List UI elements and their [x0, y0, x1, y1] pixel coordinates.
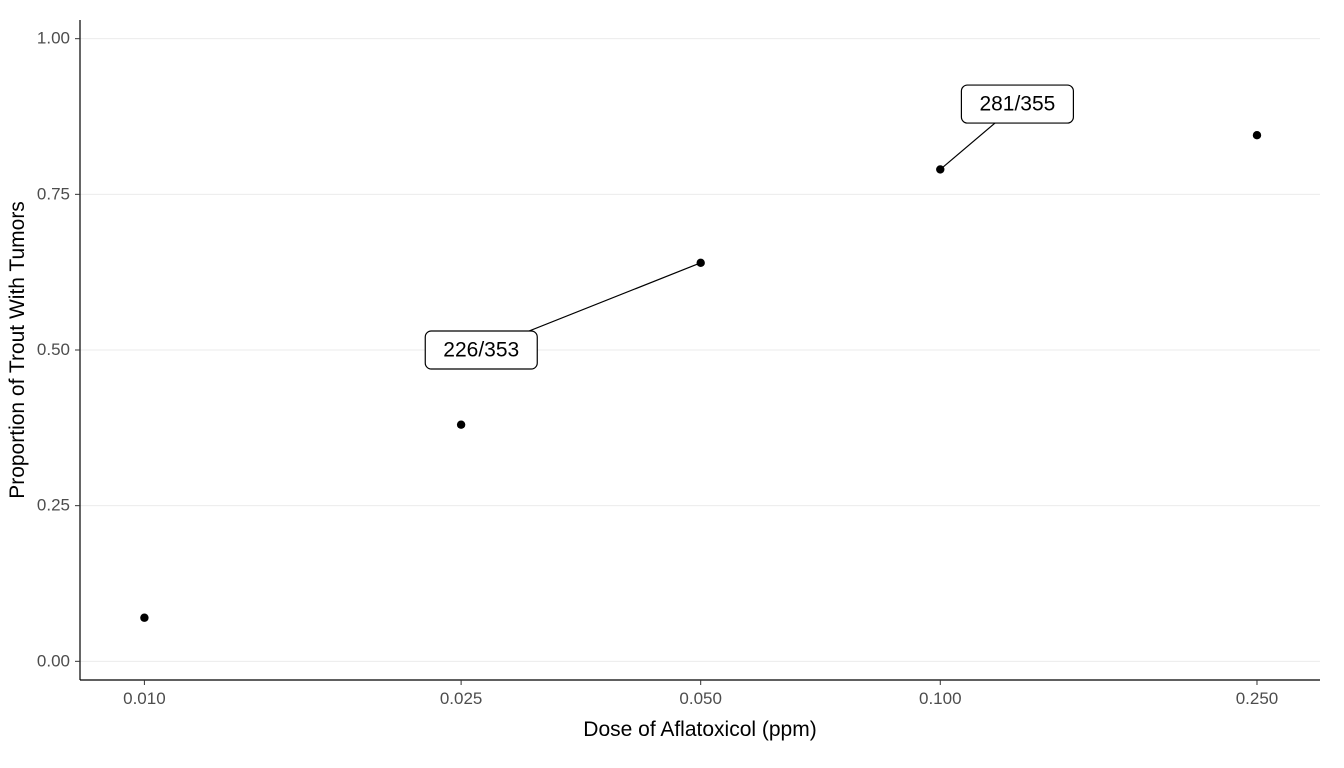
- callout-label: 281/355: [979, 93, 1055, 116]
- data-point: [457, 421, 465, 429]
- x-tick-label: 0.250: [1236, 689, 1279, 708]
- x-tick-label: 0.010: [123, 689, 166, 708]
- data-point: [1253, 131, 1261, 139]
- x-tick-label: 0.025: [440, 689, 483, 708]
- chart-svg: 0.00 0.25 0.50 0.75 1.00 0.010 0.025 0.050 0.100…: [0, 0, 1344, 768]
- y-tick-label: 0.25: [37, 496, 70, 515]
- data-point: [936, 165, 944, 173]
- x-axis-title: Dose of Aflatoxicol (ppm): [583, 718, 816, 741]
- x-tick-label: 0.050: [679, 689, 722, 708]
- callout-label: 226/353: [443, 339, 519, 362]
- x-tick-label: 0.100: [919, 689, 962, 708]
- data-point: [696, 259, 704, 267]
- y-tick-label: 0.50: [37, 340, 70, 359]
- y-tick-label: 1.00: [37, 29, 70, 48]
- y-axis-title: Proportion of Trout With Tumors: [6, 201, 29, 499]
- scatter-chart: 0.00 0.25 0.50 0.75 1.00 0.010 0.025 0.050 0.100…: [0, 0, 1344, 768]
- data-point: [140, 614, 148, 622]
- y-tick-label: 0.75: [37, 184, 70, 203]
- y-tick-label: 0.00: [37, 651, 70, 670]
